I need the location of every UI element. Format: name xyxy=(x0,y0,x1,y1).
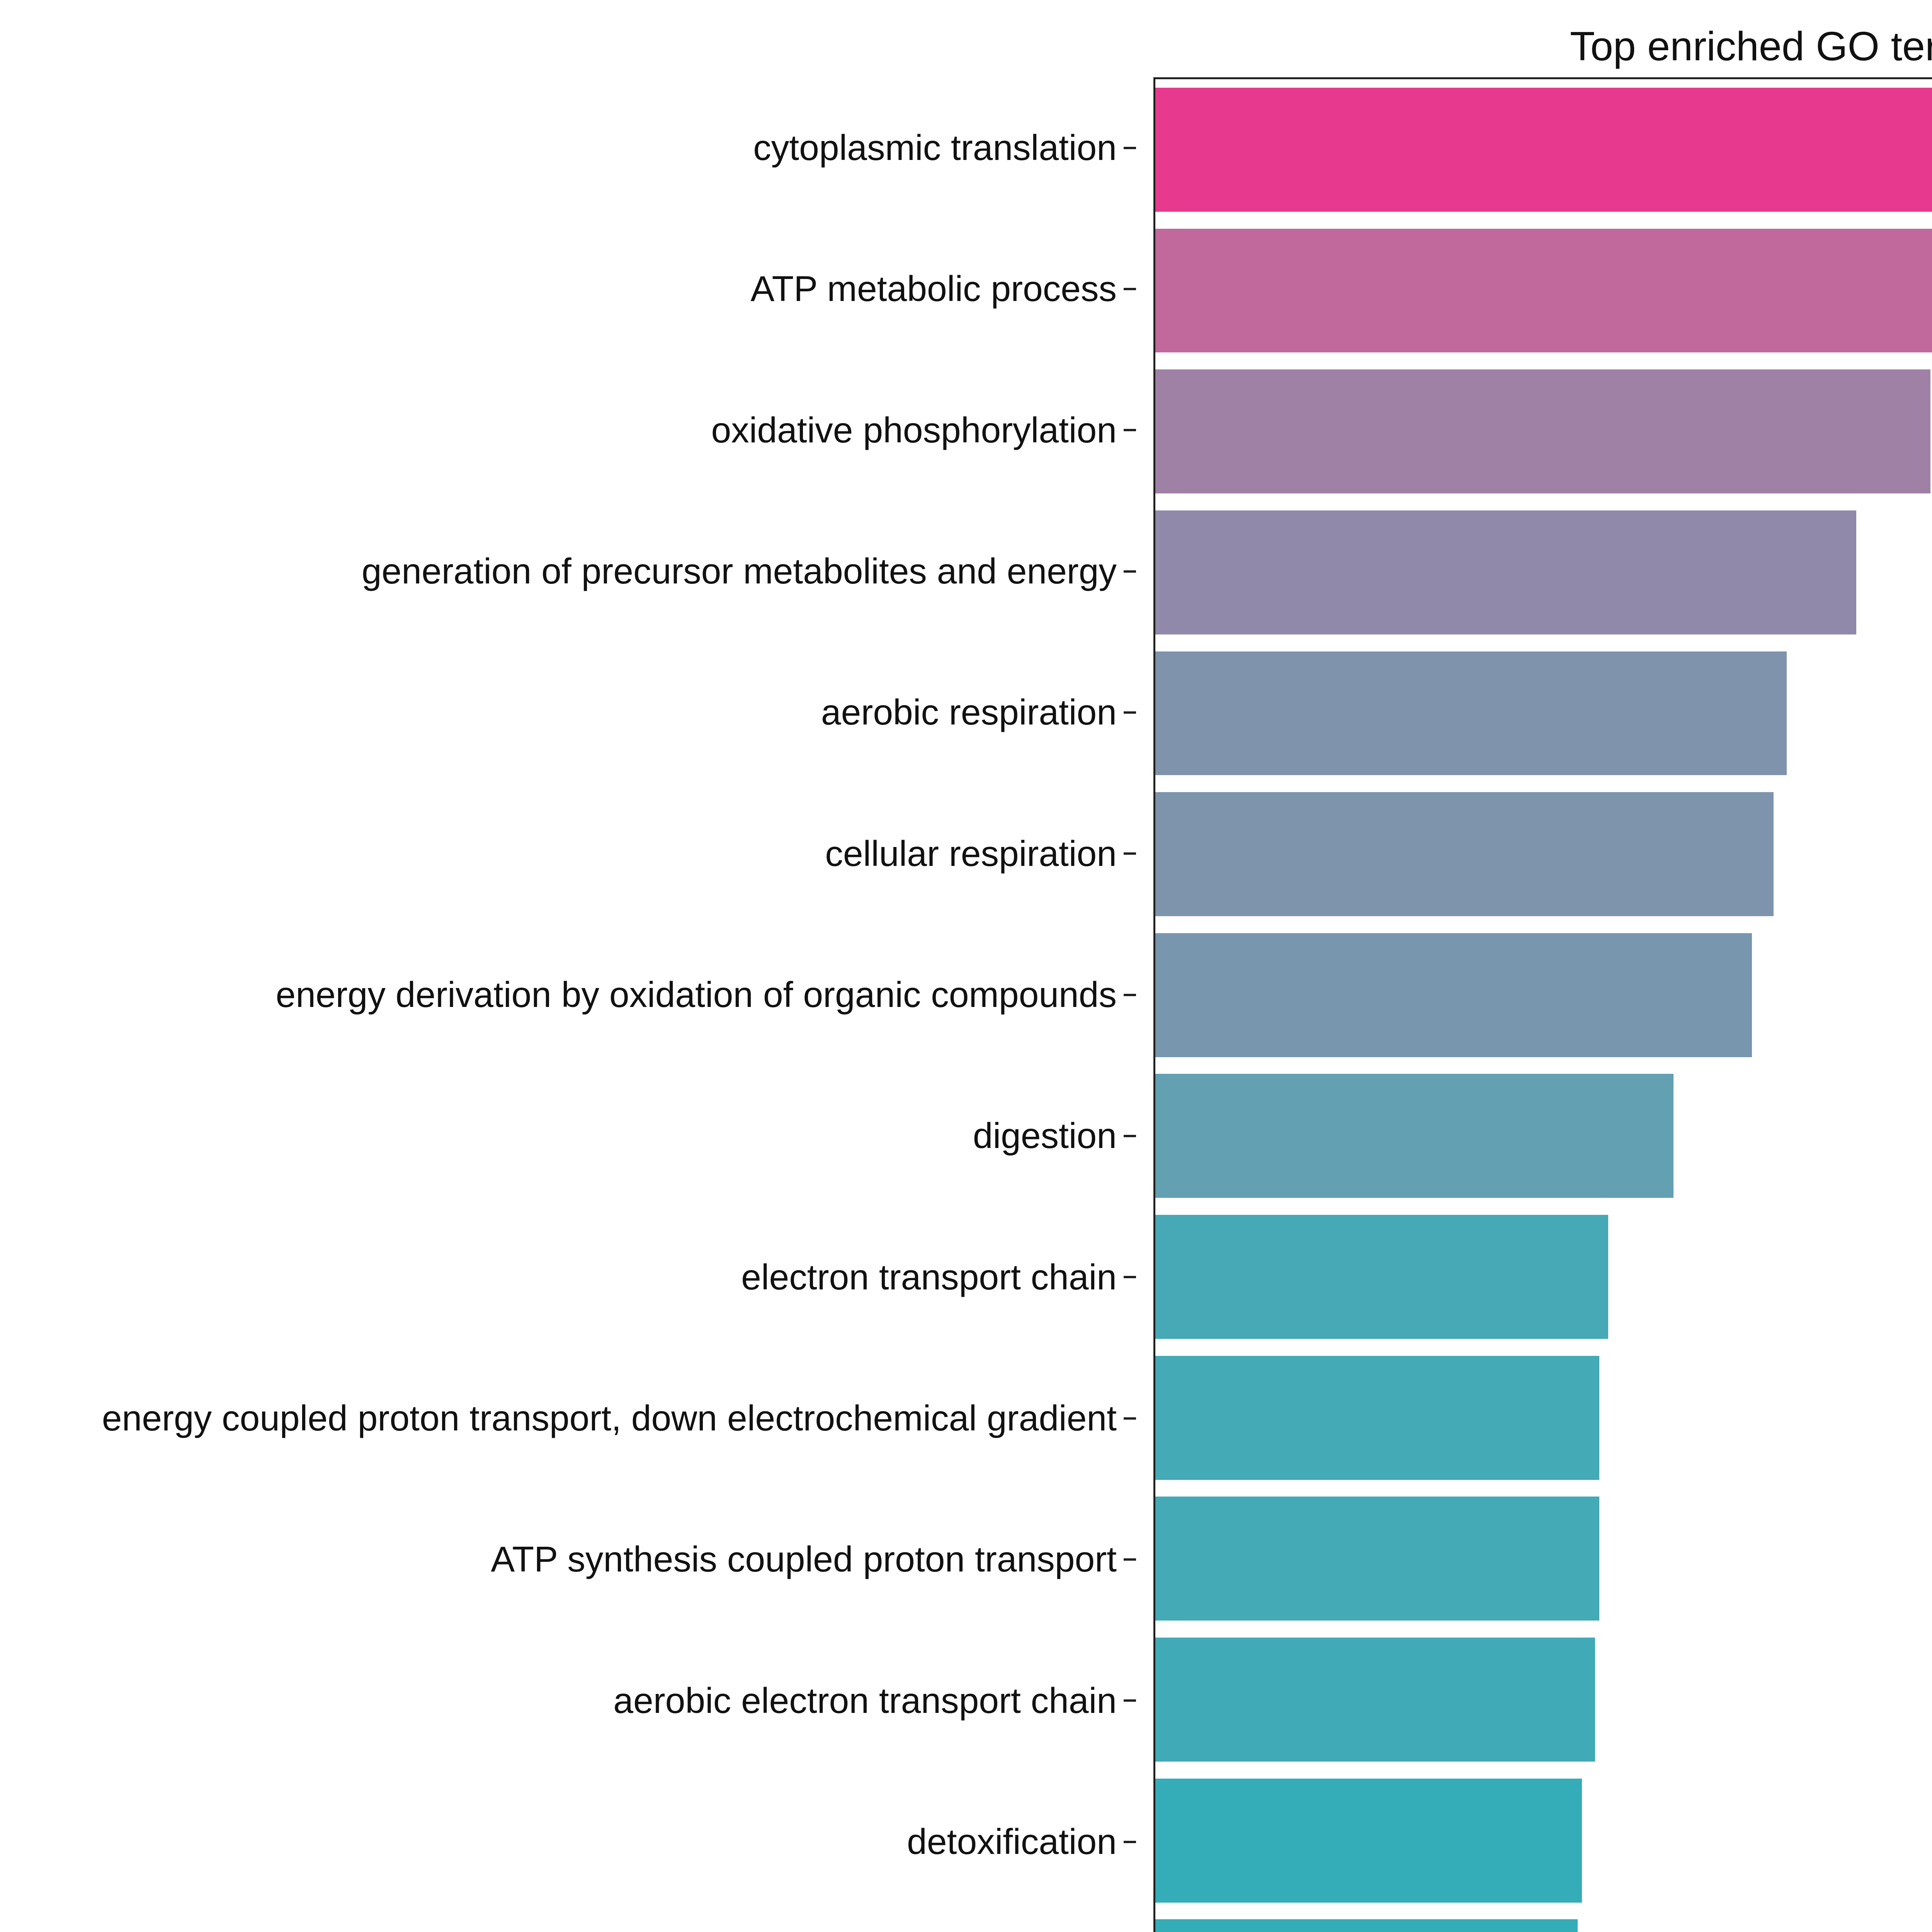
y-axis-tick xyxy=(1124,570,1136,573)
bar-row xyxy=(1155,1347,1932,1488)
bar xyxy=(1155,1497,1600,1621)
bar xyxy=(1155,1074,1673,1198)
y-label-row: oxidative phosphorylation xyxy=(0,360,1136,501)
y-label-row: aerobic respiration xyxy=(0,642,1136,783)
y-axis-label: aerobic respiration xyxy=(821,692,1117,733)
bar-row xyxy=(1155,784,1932,925)
bar xyxy=(1155,933,1752,1057)
bar-row xyxy=(1155,1629,1932,1770)
bar xyxy=(1155,1919,1578,1932)
y-axis-tick xyxy=(1124,711,1136,714)
y-axis-tick xyxy=(1124,1417,1136,1420)
bar-row xyxy=(1155,925,1932,1066)
y-label-row: detoxification xyxy=(0,1771,1136,1912)
bar xyxy=(1155,369,1930,494)
y-axis-tick xyxy=(1124,429,1136,432)
bar xyxy=(1155,651,1787,776)
y-axis-label: cellular respiration xyxy=(825,833,1117,874)
bar xyxy=(1155,1778,1582,1903)
y-label-row: digestion xyxy=(0,1065,1136,1206)
y-axis-tick xyxy=(1124,1276,1136,1279)
y-label-row: aerobic electron transport chain xyxy=(0,1630,1136,1771)
chart-title: Top enriched GO terms for GC xyxy=(1570,24,1932,69)
bar xyxy=(1155,510,1857,634)
y-axis-label: cytoplasmic translation xyxy=(753,128,1117,168)
y-axis-label: digestion xyxy=(973,1116,1117,1156)
y-axis-label: ATP synthesis coupled proton transport xyxy=(491,1539,1117,1580)
bar xyxy=(1155,792,1774,917)
bar-row xyxy=(1155,79,1932,220)
y-axis-label: energy coupled proton transport, down el… xyxy=(102,1398,1117,1439)
bar-row xyxy=(1155,220,1932,361)
y-axis-label: generation of precursor metabolites and … xyxy=(361,551,1117,592)
y-axis-tick xyxy=(1124,146,1136,149)
y-axis-label: detoxification xyxy=(907,1821,1117,1862)
bar xyxy=(1155,1215,1608,1339)
y-axis-label: electron transport chain xyxy=(741,1257,1117,1297)
plot-panel xyxy=(1153,77,1932,1932)
y-label-row: energy derivation by oxidation of organi… xyxy=(0,924,1136,1065)
y-label-row: ATP synthesis coupled proton transport xyxy=(0,1489,1136,1630)
y-label-row: cytoplasmic translation xyxy=(0,77,1136,218)
bar-row xyxy=(1155,1911,1932,1932)
y-axis-label: ATP metabolic process xyxy=(750,269,1117,309)
y-axis-label: aerobic electron transport chain xyxy=(613,1680,1117,1721)
y-axis-label: oxidative phosphorylation xyxy=(711,410,1117,450)
y-label-row: electron transport chain xyxy=(0,1207,1136,1348)
y-axis-tick xyxy=(1124,1840,1136,1843)
y-axis-label: energy derivation by oxidation of organi… xyxy=(276,975,1117,1015)
bar-row xyxy=(1155,1206,1932,1347)
y-axis-tick xyxy=(1124,1699,1136,1702)
bar-row xyxy=(1155,502,1932,643)
y-label-row: energy coupled proton transport, down el… xyxy=(0,1348,1136,1489)
bar-row xyxy=(1155,361,1932,502)
y-label-row: ATP metabolic process xyxy=(0,218,1136,359)
bar xyxy=(1155,228,1932,353)
y-axis-labels: cytoplasmic translation ATP metabolic pro… xyxy=(0,77,1136,1932)
y-label-row: digestive system process xyxy=(0,1912,1136,1932)
y-axis-tick xyxy=(1124,852,1136,855)
y-label-row: cellular respiration xyxy=(0,783,1136,924)
y-axis-tick xyxy=(1124,1134,1136,1137)
y-label-row: generation of precursor metabolites and … xyxy=(0,501,1136,642)
y-axis-tick xyxy=(1124,287,1136,290)
bar xyxy=(1155,87,1932,212)
y-axis-tick xyxy=(1124,993,1136,996)
bar xyxy=(1155,1638,1595,1762)
bar-row xyxy=(1155,1066,1932,1207)
bar-row xyxy=(1155,1770,1932,1911)
y-axis-tick xyxy=(1124,1558,1136,1561)
bar-row xyxy=(1155,1488,1932,1629)
bar xyxy=(1155,1355,1600,1480)
bar-row xyxy=(1155,643,1932,784)
